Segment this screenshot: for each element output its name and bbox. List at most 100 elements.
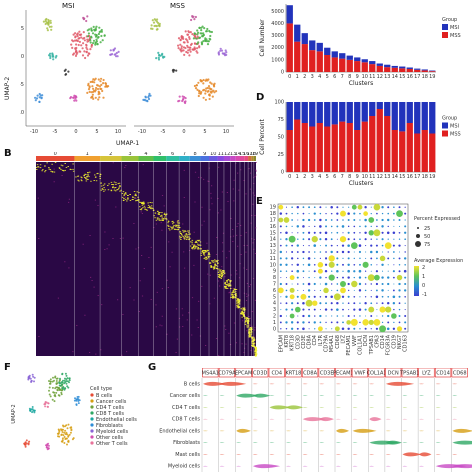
dotplot-dot [331, 289, 333, 291]
heatmap-high-cell [64, 169, 66, 171]
heatmap-high-cell [187, 234, 189, 236]
heatmap-high-cell [181, 235, 183, 237]
heatmap-high-cell [117, 183, 119, 185]
umap-cell-point [89, 41, 92, 44]
heatmap-mid-cell [207, 180, 209, 182]
violin-shape [236, 442, 242, 443]
violin-shape [269, 418, 275, 420]
umap-cell-point [50, 25, 53, 28]
dotplot-dot [280, 238, 282, 240]
heatmap-high-cell [237, 299, 239, 301]
heatmap-high-cell [233, 292, 235, 294]
dotplot-dot [296, 269, 300, 273]
dotplot-dot [368, 306, 375, 313]
umap-cell-point [158, 54, 161, 57]
dotplot-dot [404, 263, 406, 266]
dotplot-dot [336, 263, 339, 266]
dotplot-dot [404, 327, 407, 330]
dotplot-dot [393, 321, 395, 324]
violin-shape [203, 381, 226, 386]
dotplot-dot [285, 270, 288, 272]
heatmap-high-cell [221, 273, 223, 275]
heatmap-cluster-label: 18 [249, 152, 255, 157]
violin-celltype-label: CD8 T cells [172, 417, 200, 423]
bar-mss-7 [339, 121, 346, 172]
bar-msi-0 [286, 102, 293, 130]
heatmap-mid-cell [161, 325, 163, 327]
umap-cell-point [190, 18, 193, 22]
dotplot-dot [375, 244, 378, 247]
heatmap-high-cell [113, 181, 116, 183]
umap-cell-point [224, 49, 227, 52]
dotplot-row-label: 5 [273, 294, 276, 300]
heatmap-mid-cell [150, 299, 152, 300]
umap-cell-point [102, 82, 105, 85]
heatmap-mid-cell [225, 329, 227, 330]
umap-celltype-point [29, 377, 32, 380]
y-tick-label: 2000 [271, 45, 284, 51]
violin-gene-label: CD8A [303, 371, 318, 377]
heatmap-high-cell [233, 289, 236, 291]
dotplot-dot [280, 296, 282, 298]
dotplot-gene-label: CD14 [380, 335, 386, 349]
dotplot-dot [319, 289, 321, 291]
violin-shape [319, 417, 334, 422]
umap-cell-point [192, 37, 195, 40]
heatmap-cluster-label: 15 [239, 152, 245, 157]
dotplot-dot [370, 244, 373, 247]
heatmap-high-cell [197, 240, 199, 242]
umap-cell-point [93, 81, 96, 84]
dotplot-dot [347, 282, 350, 286]
heatmap-mid-cell [251, 325, 253, 327]
umap-x-label: UMAP-1 [116, 140, 139, 147]
umap-cell-point [208, 29, 211, 33]
color-legend-bar [414, 266, 419, 296]
umap-celltype-point [75, 404, 78, 406]
umap-celltype-point [66, 443, 68, 446]
violin-shape [352, 418, 358, 420]
heatmap-high-cell [161, 212, 163, 214]
umap-cell-point [101, 39, 104, 42]
bar-msi-13 [384, 102, 391, 116]
umap-cell-point [112, 48, 115, 51]
heatmap-high-cell [162, 220, 164, 221]
violin-shape [252, 407, 258, 408]
umap-cell-point [45, 17, 48, 21]
heatmap-high-cell [243, 309, 245, 311]
violin-gene-label: CD14 [436, 371, 450, 377]
heatmap-high-cell [84, 177, 86, 178]
celltype-legend-label: Cancer cells [96, 399, 127, 405]
violin-shape [252, 418, 258, 420]
heatmap-high-cell [80, 179, 82, 181]
dotplot-dot [359, 257, 361, 260]
heatmap-mid-cell [211, 185, 213, 187]
umap-cell-point [180, 45, 183, 48]
size-legend-label: 50 [424, 234, 430, 240]
violin-shape [435, 383, 441, 385]
dotplot-dot [364, 308, 367, 311]
dotplot-gene-label: CD3E [301, 335, 307, 349]
heatmap-mid-cell [222, 250, 224, 252]
dotplot-dot [367, 274, 375, 282]
dotplot-dot [296, 205, 300, 209]
violin-gene-label: KRT18 [286, 371, 302, 377]
umap-cell-point [92, 39, 96, 42]
heatmap-high-cell [141, 204, 144, 206]
heatmap-high-cell [158, 219, 161, 221]
heatmap-mid-cell [38, 238, 40, 239]
violin-shape [385, 395, 391, 396]
umap-cell-point [206, 79, 209, 82]
dotplot-dot [317, 262, 324, 268]
heatmap-high-cell [142, 201, 145, 203]
heatmap-high-cell [133, 191, 136, 192]
umap-cell-point [188, 46, 191, 49]
umap-cell-point [89, 48, 92, 51]
heatmap-high-cell [149, 206, 151, 208]
umap-cell-point [97, 98, 100, 101]
heatmap-high-cell [252, 344, 254, 346]
heatmap-mid-cell [182, 314, 184, 316]
dotplot-dot [285, 238, 288, 241]
heatmap-high-cell [142, 202, 145, 204]
heatmap-high-cell [220, 273, 222, 275]
heatmap-high-cell [157, 210, 159, 212]
